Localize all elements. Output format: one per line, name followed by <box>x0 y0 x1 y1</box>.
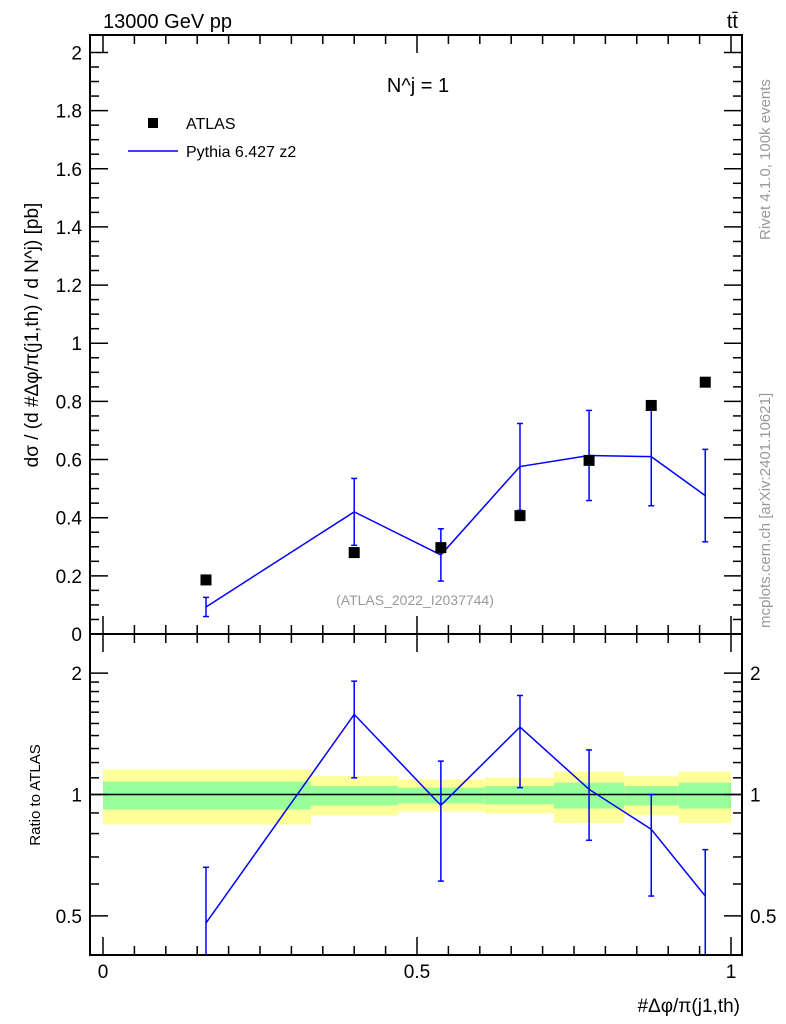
ratio-y-axis-label: Ratio to ATLAS <box>27 744 44 845</box>
atlas-data-point <box>348 547 360 559</box>
atlas-data-point <box>645 399 657 411</box>
y-tick-label: 1.2 <box>56 276 82 297</box>
legend-mc-label: Pythia 6.427 z2 <box>186 144 296 161</box>
y-axis-label: dσ / (d #Δφ/π(j1,th) / d N^j) [pb] <box>22 203 43 468</box>
uncertainty-band-inner <box>103 781 311 810</box>
y-tick-label: 1.4 <box>56 218 83 239</box>
ratio-y-tick-label-right: 1 <box>750 786 761 807</box>
y-tick-label: 0 <box>71 625 82 646</box>
atlas-data-point <box>699 376 711 388</box>
header-process: tt̄ <box>727 11 739 33</box>
atlas-data-point <box>514 510 526 522</box>
analysis-watermark: (ATLAS_2022_I2037744) <box>336 592 494 608</box>
y-tick-label: 1.8 <box>56 102 82 123</box>
atlas-data-point <box>200 574 212 586</box>
mcplots-label: mcplots.cern.ch [arXiv:2401.10621] <box>757 393 774 628</box>
legend-atlas-marker <box>148 118 158 128</box>
ratio-mc-line <box>205 713 706 924</box>
y-tick-label: 0.6 <box>56 451 82 472</box>
ratio-y-tick-label-right: 0.5 <box>750 907 776 928</box>
ratio-y-tick-label: 0.5 <box>56 907 82 928</box>
ratio-y-tick-label-right: 2 <box>750 664 761 685</box>
x-tick-label: 1 <box>726 962 737 983</box>
x-axis-label: #Δφ/π(j1,th) <box>637 996 740 1017</box>
y-tick-label: 0.4 <box>56 509 83 530</box>
x-tick-label: 0.5 <box>404 962 430 983</box>
uncertainty-band-inner <box>678 782 731 809</box>
rivet-label: Rivet 4.1.0, 100k events <box>757 79 774 240</box>
ratio-y-tick-label: 2 <box>71 664 82 685</box>
atlas-data-point <box>583 454 595 466</box>
uncertainty-band-inner <box>310 785 399 806</box>
y-tick-label: 0.8 <box>56 392 82 413</box>
mc-line <box>205 454 706 608</box>
y-tick-label: 1 <box>71 334 82 355</box>
x-tick-label: 0 <box>98 962 109 983</box>
atlas-data-point <box>435 542 447 554</box>
plot-title: N^j = 1 <box>387 75 449 97</box>
legend-atlas-label: ATLAS <box>186 116 236 133</box>
y-tick-label: 1.6 <box>56 160 82 181</box>
y-tick-label: 2 <box>71 43 82 64</box>
ratio-y-tick-label: 1 <box>71 786 82 807</box>
header-energy: 13000 GeV pp <box>103 11 232 33</box>
y-tick-label: 0.2 <box>56 567 82 588</box>
